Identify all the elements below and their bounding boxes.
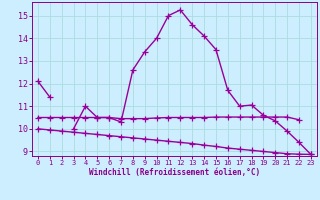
X-axis label: Windchill (Refroidissement éolien,°C): Windchill (Refroidissement éolien,°C) bbox=[89, 168, 260, 177]
